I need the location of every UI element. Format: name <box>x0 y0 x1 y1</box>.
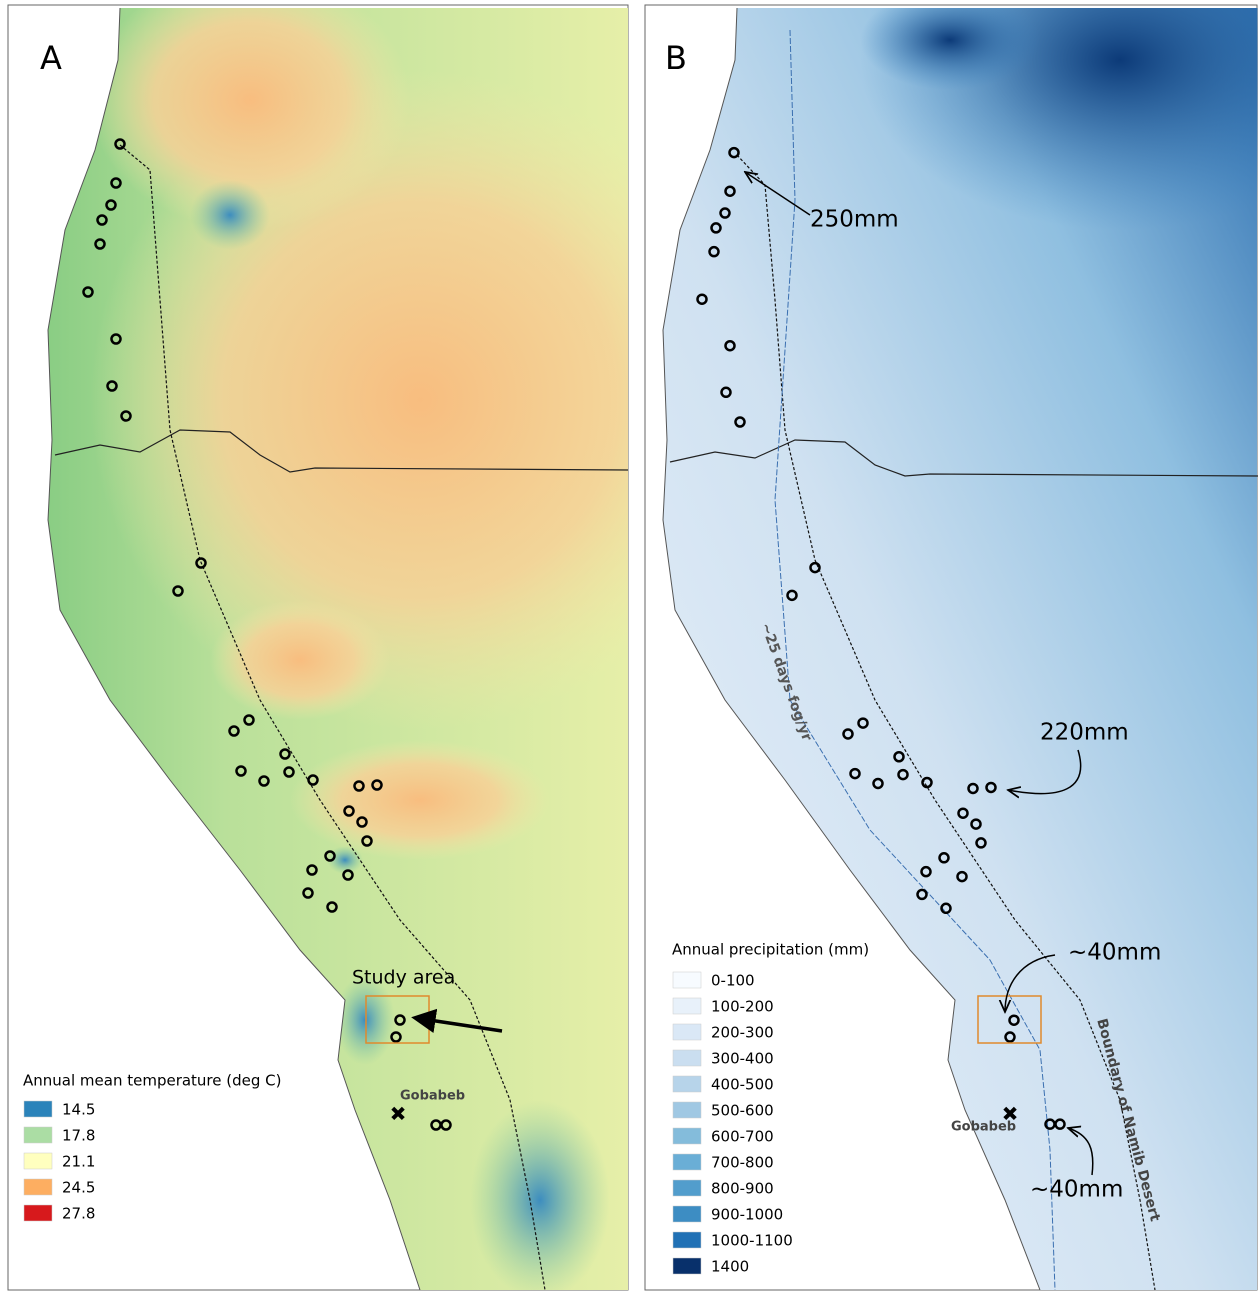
legend-title: Annual precipitation (mm) <box>672 941 869 959</box>
legend-label: 700-800 <box>711 1154 774 1172</box>
legend-label: 500-600 <box>711 1102 774 1120</box>
legend-swatch <box>673 972 701 988</box>
legend-swatch <box>673 1206 701 1222</box>
panel-label: A <box>40 39 62 77</box>
legend-swatch <box>24 1179 52 1195</box>
annotation: 220mm <box>1040 720 1129 746</box>
legend-label: 14.5 <box>62 1101 95 1119</box>
legend-swatch <box>24 1153 52 1169</box>
annotation: 250mm <box>810 207 899 233</box>
place-label: Gobabeb <box>951 1120 1016 1135</box>
legend-swatch <box>24 1101 52 1117</box>
annotation: ~40mm <box>1030 1177 1123 1203</box>
legend-label: 0-100 <box>711 972 755 990</box>
legend-swatch <box>673 1154 701 1170</box>
panel-label: B <box>665 39 687 77</box>
legend-title: Annual mean temperature (deg C) <box>23 1072 282 1090</box>
legend-swatch <box>673 1050 701 1066</box>
legend-label: 1000-1100 <box>711 1232 793 1250</box>
legend-label: 24.5 <box>62 1179 95 1197</box>
legend-label: 1400 <box>711 1258 749 1276</box>
place-label: Gobabeb <box>400 1089 465 1104</box>
legend-swatch <box>673 1258 701 1274</box>
legend-swatch <box>673 1180 701 1196</box>
legend-label: 27.8 <box>62 1205 95 1223</box>
legend-swatch <box>673 1128 701 1144</box>
annotation: ~40mm <box>1068 940 1161 966</box>
legend-label: 600-700 <box>711 1128 774 1146</box>
legend-swatch <box>24 1205 52 1221</box>
panel-b: × B 250mm 220mm ~40mm ~40mm ~25 days fog… <box>645 0 1258 1290</box>
legend-label: 900-1000 <box>711 1206 783 1224</box>
figure: × A Study area Gobabeb Annual mean tempe… <box>0 0 1258 1293</box>
legend-swatch <box>673 1102 701 1118</box>
legend-label: 400-500 <box>711 1076 774 1094</box>
legend-swatch <box>673 1024 701 1040</box>
annotation: Study area <box>352 967 455 989</box>
legend-label: 100-200 <box>711 998 774 1016</box>
panel-a: × A Study area Gobabeb Annual mean tempe… <box>8 0 750 1293</box>
legend-swatch <box>673 1232 701 1248</box>
legend-label: 21.1 <box>62 1153 95 1171</box>
legend-label: 200-300 <box>711 1024 774 1042</box>
legend-swatch <box>673 1076 701 1092</box>
cross: × <box>390 1103 405 1124</box>
legend-label: 800-900 <box>711 1180 774 1198</box>
legend-swatch <box>673 998 701 1014</box>
legend-label: 17.8 <box>62 1127 95 1145</box>
legend-label: 300-400 <box>711 1050 774 1068</box>
legend-swatch <box>24 1127 52 1143</box>
